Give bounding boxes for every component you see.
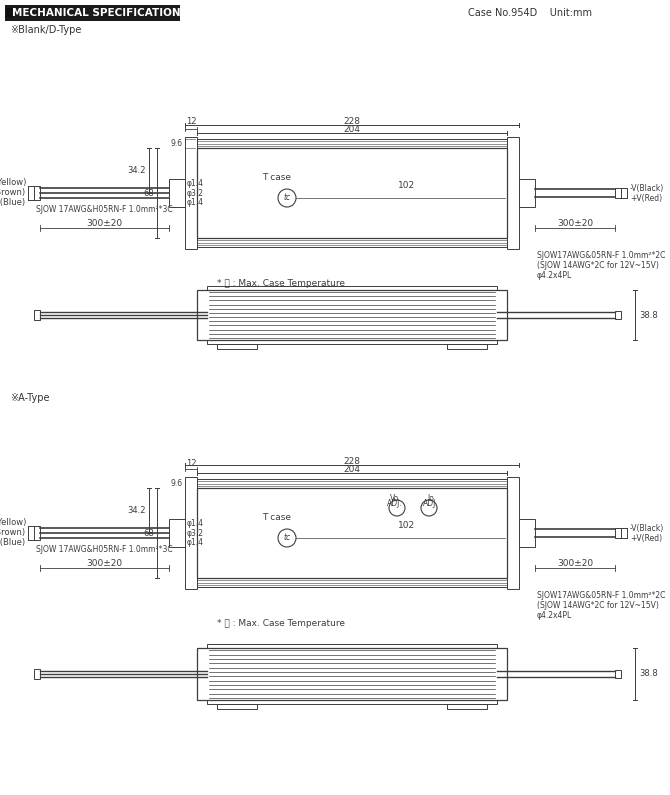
Text: φ1.4: φ1.4: [187, 198, 204, 207]
Text: ※A-Type: ※A-Type: [10, 393, 50, 403]
Text: φ4.2x4PL: φ4.2x4PL: [537, 271, 572, 280]
Text: 228: 228: [344, 456, 360, 466]
Text: (SJOW 14AWG*2C for 12V~15V): (SJOW 14AWG*2C for 12V~15V): [537, 261, 659, 270]
Text: 68: 68: [143, 188, 154, 197]
Bar: [197, 148, 507, 238]
Text: AC/N(Blue): AC/N(Blue): [0, 538, 26, 548]
Bar: [197, 238, 507, 247]
Bar: [207, 644, 497, 648]
Text: 300±20: 300±20: [86, 219, 123, 228]
Bar: [615, 528, 621, 538]
Bar: [507, 477, 519, 589]
Bar: [197, 479, 507, 488]
Text: tc: tc: [283, 193, 291, 203]
Text: 102: 102: [399, 180, 415, 189]
Bar: [34, 526, 40, 540]
Text: φ1.4: φ1.4: [187, 538, 204, 547]
Bar: [217, 344, 257, 349]
Text: T case: T case: [263, 514, 291, 522]
Text: +V(Red): +V(Red): [630, 533, 662, 542]
Text: +V(Red): +V(Red): [630, 193, 662, 203]
Text: SJOW 17AWG&H05RN-F 1.0mm²*3C: SJOW 17AWG&H05RN-F 1.0mm²*3C: [36, 545, 173, 553]
Text: T case: T case: [263, 173, 291, 183]
Text: 68: 68: [143, 529, 154, 537]
Bar: [169, 519, 185, 547]
Text: FG⊕(Green/Yellow): FG⊕(Green/Yellow): [0, 179, 26, 188]
Text: 300±20: 300±20: [557, 219, 593, 228]
Bar: [34, 310, 40, 320]
Text: SJOW 17AWG&H05RN-F 1.0mm²*3C: SJOW 17AWG&H05RN-F 1.0mm²*3C: [36, 204, 173, 214]
Text: 34.2: 34.2: [127, 506, 146, 515]
Bar: [34, 186, 40, 200]
Text: 12: 12: [186, 117, 196, 126]
Text: Vo: Vo: [391, 494, 399, 503]
Text: φ3.2: φ3.2: [187, 188, 204, 197]
Bar: [207, 286, 497, 290]
Text: SJOW17AWG&05RN-F 1.0mm²*2C: SJOW17AWG&05RN-F 1.0mm²*2C: [537, 251, 665, 260]
Text: 228: 228: [344, 117, 360, 126]
Text: 34.2: 34.2: [127, 166, 146, 175]
Text: AC/L(Brown): AC/L(Brown): [0, 188, 26, 197]
Text: φ1.4: φ1.4: [187, 179, 204, 188]
Text: ADJ.: ADJ.: [423, 499, 439, 508]
Bar: [34, 669, 40, 679]
Bar: [615, 311, 621, 319]
Bar: [507, 137, 519, 249]
Bar: [207, 700, 497, 704]
Bar: [197, 139, 507, 148]
Bar: [447, 704, 487, 709]
Text: 204: 204: [344, 125, 360, 134]
Bar: [197, 488, 507, 578]
Bar: [519, 179, 535, 207]
Bar: [217, 704, 257, 709]
Text: MECHANICAL SPECIFICATION: MECHANICAL SPECIFICATION: [12, 8, 181, 18]
Text: ADJ.: ADJ.: [387, 499, 403, 508]
Bar: [519, 519, 535, 547]
Text: 204: 204: [344, 464, 360, 474]
Bar: [615, 670, 621, 678]
Text: ※Blank/D-Type: ※Blank/D-Type: [10, 25, 81, 35]
Text: tc: tc: [283, 533, 291, 542]
Bar: [185, 137, 197, 249]
Text: -V(Black): -V(Black): [630, 523, 664, 533]
Text: 12: 12: [186, 459, 196, 468]
Bar: [447, 344, 487, 349]
Text: 102: 102: [399, 521, 415, 529]
Text: 38.8: 38.8: [639, 669, 658, 678]
Bar: [197, 578, 507, 587]
Bar: [185, 477, 197, 589]
Text: φ3.2: φ3.2: [187, 529, 204, 537]
Text: * Ⓣ : Max. Case Temperature: * Ⓣ : Max. Case Temperature: [217, 619, 345, 628]
Text: 38.8: 38.8: [639, 311, 658, 320]
Text: Io: Io: [427, 494, 434, 503]
Bar: [5, 5, 180, 21]
Text: φ4.2x4PL: φ4.2x4PL: [537, 611, 572, 620]
Text: AC/L(Brown): AC/L(Brown): [0, 529, 26, 537]
Text: -V(Black): -V(Black): [630, 184, 664, 192]
Bar: [169, 179, 185, 207]
Bar: [197, 290, 507, 340]
Text: 9.6: 9.6: [171, 139, 183, 148]
Text: AC/N(Blue): AC/N(Blue): [0, 199, 26, 207]
Text: FG⊕(Green/Yellow): FG⊕(Green/Yellow): [0, 518, 26, 528]
Text: 300±20: 300±20: [557, 560, 593, 568]
Text: φ1.4: φ1.4: [187, 518, 204, 528]
Text: Case No.954D    Unit:mm: Case No.954D Unit:mm: [468, 8, 592, 18]
Text: (SJOW 14AWG*2C for 12V~15V): (SJOW 14AWG*2C for 12V~15V): [537, 601, 659, 610]
Text: SJOW17AWG&05RN-F 1.0mm²*2C: SJOW17AWG&05RN-F 1.0mm²*2C: [537, 591, 665, 600]
Text: * Ⓣ : Max. Case Temperature: * Ⓣ : Max. Case Temperature: [217, 279, 345, 288]
Text: 9.6: 9.6: [171, 479, 183, 488]
Bar: [6, 8, 14, 18]
Bar: [207, 340, 497, 344]
Text: 300±20: 300±20: [86, 560, 123, 568]
Bar: [197, 648, 507, 700]
Bar: [615, 188, 621, 198]
